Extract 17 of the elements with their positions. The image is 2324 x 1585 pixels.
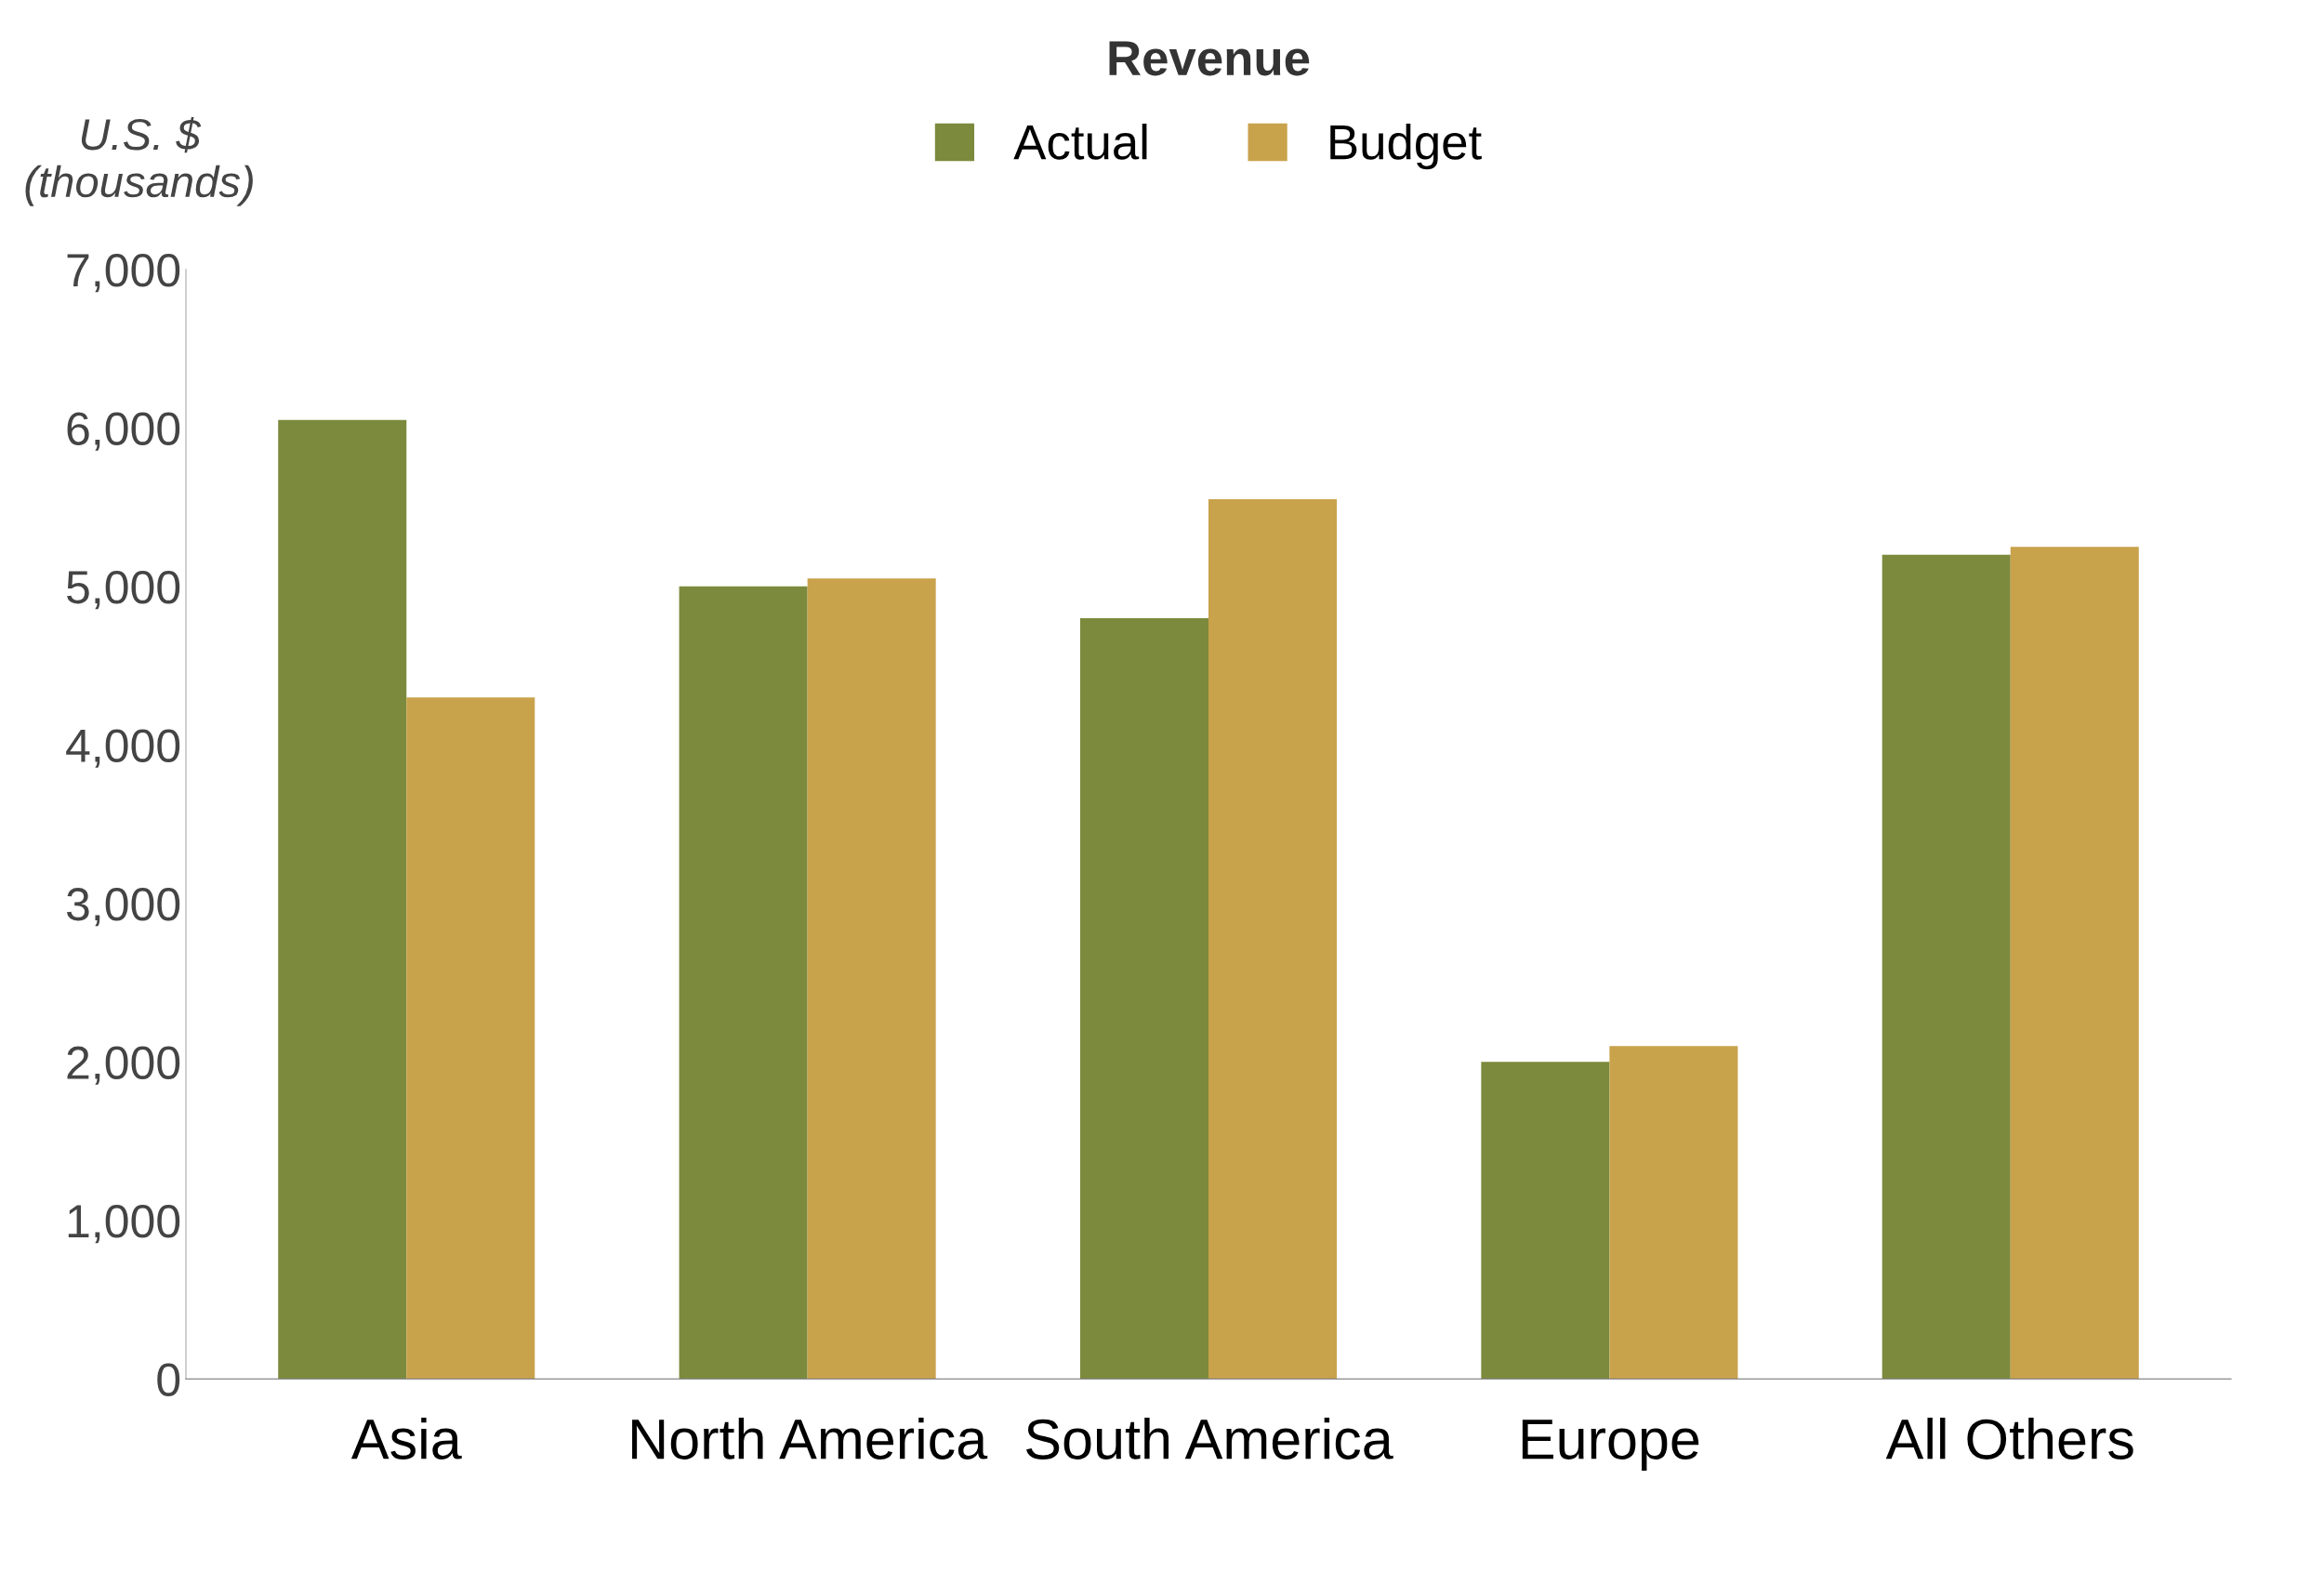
x-tick-label: Asia bbox=[350, 1418, 462, 1460]
y-tick-label: 5,000 bbox=[67, 571, 180, 610]
y-tick-label: 1,000 bbox=[68, 1205, 180, 1244]
y-tick-label: 7,000 bbox=[67, 254, 180, 293]
chart-title: Revenue bbox=[1109, 41, 1310, 76]
y-tick-label: 3,000 bbox=[66, 888, 180, 927]
x-tick-label: Europe bbox=[1522, 1420, 1699, 1471]
x-tick-label: South America bbox=[1026, 1418, 1393, 1460]
x-tick-label: All Others bbox=[1885, 1418, 2133, 1460]
legend-label: Actual bbox=[1013, 124, 1147, 160]
legend-label: Budget bbox=[1330, 124, 1482, 170]
y-tick-label: 2,000 bbox=[67, 1046, 180, 1085]
y-tick-label: 4,000 bbox=[66, 729, 180, 768]
y-axis-title: U.S. $ (thousands) bbox=[25, 117, 253, 206]
y-tick-label: 6,000 bbox=[67, 412, 180, 451]
x-tick-label: North America bbox=[632, 1418, 988, 1460]
y-tick-label: 0 bbox=[157, 1363, 180, 1396]
